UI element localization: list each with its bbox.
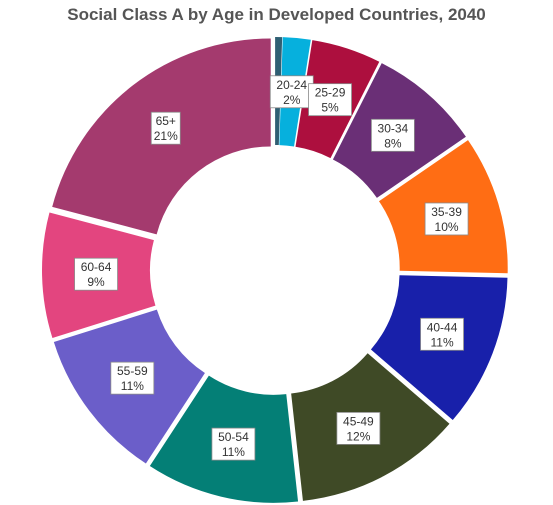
- slice-label-60-64: 60-649%: [74, 257, 118, 291]
- slice-category-label: 35-39: [431, 205, 462, 219]
- slice-category-label: 40-44: [427, 320, 458, 334]
- slice-label-65-: 65+21%: [150, 111, 181, 145]
- slice-value-label: 12%: [346, 429, 370, 443]
- slice-value-label: 11%: [222, 445, 245, 459]
- slice-value-label: 11%: [121, 379, 144, 393]
- slice-category-label: 60-64: [81, 260, 112, 274]
- slice-value-label: 2%: [283, 93, 301, 107]
- slice-value-label: 11%: [430, 335, 453, 349]
- slice-value-label: 21%: [154, 129, 178, 143]
- slice-value-label: 10%: [435, 220, 459, 234]
- slice-label-20-24: 20-242%: [269, 75, 314, 109]
- slice-value-label: 8%: [384, 136, 402, 150]
- slice-value-label: 9%: [87, 275, 105, 289]
- slice-category-label: 55-59: [117, 364, 148, 378]
- labels-layer: 20-242%25-295%30-348%35-3910%40-4411%45-…: [74, 75, 469, 461]
- slice-category-label: 45-49: [343, 414, 374, 428]
- slice-label-30-34: 30-348%: [370, 118, 415, 152]
- slice-category-label: 20-24: [276, 78, 307, 92]
- slice-label-25-29: 25-295%: [308, 83, 352, 117]
- slice-category-label: 25-29: [315, 86, 346, 100]
- slice-value-label: 5%: [321, 101, 339, 115]
- slice-category-label: 30-34: [378, 121, 409, 135]
- slice-category-label: 50-54: [218, 430, 249, 444]
- chart-title: Social Class A by Age in Developed Count…: [67, 5, 486, 24]
- slice-category-label: 65+: [156, 114, 176, 128]
